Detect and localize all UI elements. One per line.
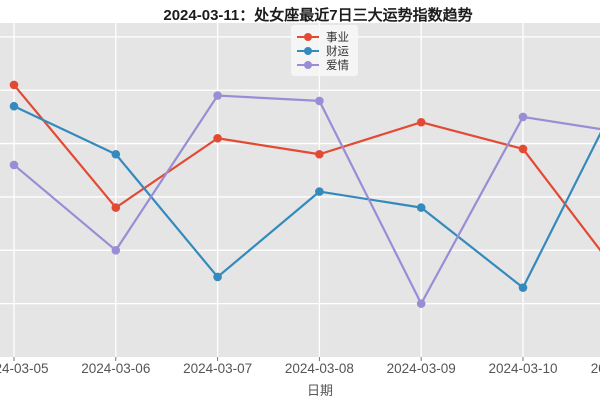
data-point — [9, 160, 19, 170]
x-tick-label: 2024-03-09 — [386, 361, 456, 376]
data-point — [518, 112, 528, 122]
data-point — [416, 203, 426, 212]
x-tick-label: 2024-03-05 — [0, 361, 49, 376]
legend-item-wealth: 财运 — [297, 44, 349, 58]
legend-label: 爱情 — [326, 59, 349, 72]
data-point — [213, 133, 222, 143]
chart-title: 2024-03-11：处女座最近7日三大运势指数趋势 — [163, 7, 473, 24]
data-point — [315, 187, 324, 196]
legend-label: 事业 — [326, 31, 349, 44]
data-point — [518, 144, 528, 154]
legend-dot-icon — [304, 60, 312, 69]
legend-dot-icon — [304, 32, 312, 41]
data-point — [213, 272, 222, 282]
data-point — [111, 149, 121, 159]
legend-dot-icon — [304, 46, 312, 55]
x-axis-title: 日期 — [306, 383, 334, 398]
data-point — [416, 299, 426, 308]
legend-line-marker-icon — [297, 46, 319, 55]
data-point — [416, 117, 426, 127]
data-point — [213, 91, 222, 100]
legend-line-marker-icon — [297, 32, 319, 41]
x-tick-label: 2024-03-07 — [183, 361, 253, 376]
x-tick-label: 2024-03-10 — [488, 361, 558, 376]
x-tick-label: 2024-03-11 — [590, 361, 600, 376]
data-point — [9, 101, 19, 111]
data-point — [111, 203, 121, 212]
chart-legend: 事业 财运 爱情 — [291, 25, 358, 76]
data-point — [315, 149, 324, 159]
legend-line-marker-icon — [297, 60, 319, 69]
data-point — [518, 283, 528, 292]
legend-item-career: 事业 — [297, 30, 349, 44]
x-tick-label: 2024-03-06 — [81, 361, 151, 376]
legend-item-love: 爱情 — [297, 58, 349, 72]
data-point — [111, 245, 121, 255]
data-point — [9, 80, 19, 90]
legend-label: 财运 — [326, 45, 349, 58]
data-point — [315, 96, 324, 106]
x-tick-label: 2024-03-08 — [284, 361, 354, 376]
